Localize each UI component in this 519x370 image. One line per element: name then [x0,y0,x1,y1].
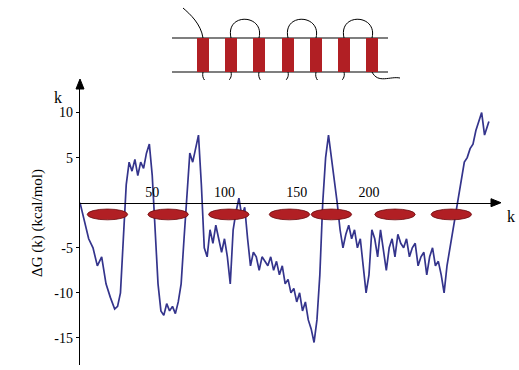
svg-text:-10: -10 [54,286,73,301]
svg-text:100: 100 [214,185,235,200]
svg-text:ΔG (k) (kcal/mol): ΔG (k) (kcal/mol) [29,169,46,277]
svg-text:10: 10 [59,105,73,120]
svg-text:200: 200 [358,185,379,200]
svg-text:-15: -15 [54,331,73,346]
svg-text:50: 50 [145,185,159,200]
svg-text:5: 5 [66,151,73,166]
svg-text:k: k [507,208,515,225]
svg-text:-5: -5 [61,241,73,256]
svg-text:k: k [54,89,62,106]
svg-text:150: 150 [286,185,307,200]
